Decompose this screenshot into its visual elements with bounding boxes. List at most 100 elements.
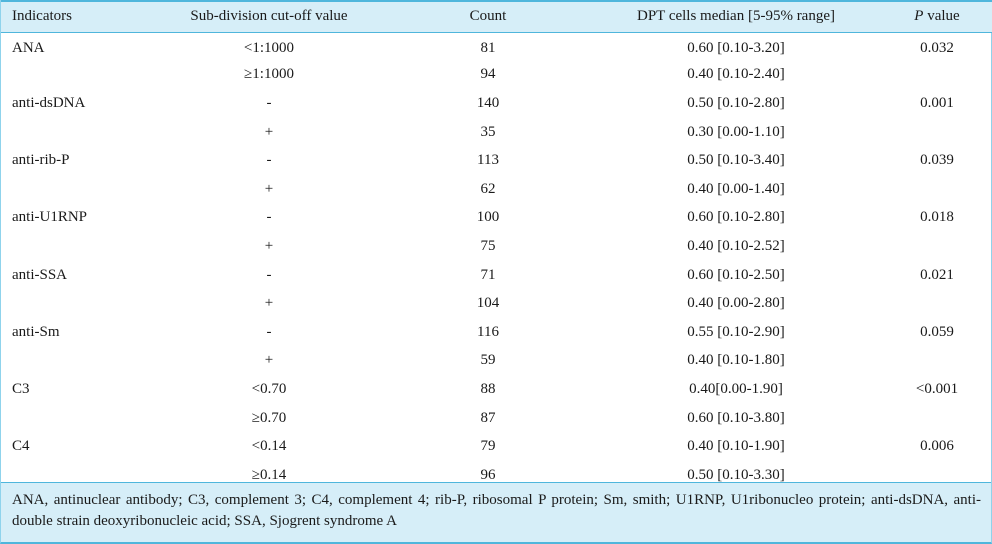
cell-p-value: <0.001	[915, 380, 959, 397]
cell-indicator	[1, 289, 162, 318]
header-median: DPT cells median [5-95% range]	[600, 0, 872, 33]
cell-count: 35	[480, 123, 496, 140]
cell-cutoff: +	[264, 295, 274, 312]
table-body: ANA <1:1000 81 0.60 [0.10-3.20] 0.032 ≥1:1000…	[1, 32, 992, 490]
cell-p-value	[872, 289, 992, 318]
table-row: anti-dsDNA - 140 0.50 [0.10-2.80] 0.001	[1, 89, 992, 118]
cell-median: 0.55 [0.10-2.90]	[687, 323, 785, 340]
cell-count: 71	[480, 266, 496, 283]
header-count: Count	[376, 0, 600, 33]
cell-median: 0.40 [0.10-1.90]	[687, 438, 785, 455]
table-row: +104 0.40 [0.00-2.80]	[1, 289, 992, 318]
cell-cutoff: ≥1:1000	[244, 66, 294, 83]
table-row: ≥0.70 87 0.60 [0.10-3.80]	[1, 404, 992, 433]
cell-p-value	[872, 175, 992, 204]
cell-count: 75	[480, 237, 496, 254]
cell-indicator: anti-U1RNP	[12, 209, 87, 226]
header-subdivision: Sub-division cut-off value	[162, 0, 376, 33]
cell-count: 113	[477, 152, 499, 169]
cell-p-value: 0.006	[920, 438, 954, 455]
table-row: C3 <0.70 88 0.40[0.00-1.90] <0.001	[1, 375, 992, 404]
table-row: ≥1:1000 94 0.40 [0.10-2.40]	[1, 61, 992, 90]
cell-indicator	[1, 118, 162, 147]
cell-p-value	[872, 61, 992, 90]
cell-count: 87	[480, 409, 496, 426]
cell-count: 116	[477, 323, 499, 340]
table-row: anti-U1RNP - 100 0.60 [0.10-2.80] 0.018	[1, 204, 992, 233]
cell-cutoff: -	[266, 152, 272, 169]
cell-count: 96	[480, 466, 496, 483]
cell-median: 0.60 [0.10-2.80]	[687, 209, 785, 226]
cell-median: 0.60 [0.10-2.50]	[687, 266, 785, 283]
header-p-letter: P	[914, 8, 924, 25]
cell-indicator: C3	[12, 380, 30, 397]
cell-cutoff: <0.70	[251, 380, 287, 397]
header-indicators: Indicators	[1, 0, 162, 33]
cell-indicator	[1, 61, 162, 90]
table-row: C4 <0.14 79 0.40 [0.10-1.90] 0.006	[1, 432, 992, 461]
table-header: Indicators Sub-division cut-off value Co…	[1, 0, 992, 33]
cell-indicator: ANA	[12, 39, 45, 56]
cell-median: 0.60 [0.10-3.20]	[687, 39, 785, 56]
table-row: ANA <1:1000 81 0.60 [0.10-3.20] 0.032	[1, 32, 992, 61]
header-p-value: P value	[872, 0, 992, 33]
table-row: +35 0.30 [0.00-1.10]	[1, 118, 992, 147]
table-row: anti-Sm - 116 0.55 [0.10-2.90] 0.059	[1, 318, 992, 347]
cell-median: 0.40 [0.10-2.40]	[687, 66, 785, 83]
table-row: anti-rib-P - 113 0.50 [0.10-3.40] 0.039	[1, 146, 992, 175]
cell-count: 94	[480, 66, 496, 83]
cell-indicator	[1, 232, 162, 261]
cell-median: 0.50 [0.10-2.80]	[687, 94, 785, 111]
table-row: anti-SSA - 71 0.60 [0.10-2.50] 0.021	[1, 261, 992, 290]
table-footnote: ANA, antinuclear antibody; C3, complemen…	[1, 482, 991, 542]
cell-p-value: 0.021	[920, 266, 954, 283]
cell-median: 0.40 [0.00-2.80]	[687, 295, 785, 312]
cell-indicator	[1, 175, 162, 204]
header-row: Indicators Sub-division cut-off value Co…	[1, 0, 992, 33]
table-row: +62 0.40 [0.00-1.40]	[1, 175, 992, 204]
cell-cutoff: -	[266, 266, 272, 283]
cell-count: 79	[480, 438, 496, 455]
cell-p-value	[872, 404, 992, 433]
cell-count: 104	[476, 295, 500, 312]
cell-count: 62	[480, 180, 496, 197]
cell-indicator	[1, 404, 162, 433]
cell-p-value	[872, 347, 992, 376]
results-table: Indicators Sub-division cut-off value Co…	[1, 0, 992, 490]
cell-p-value: 0.001	[920, 94, 954, 111]
cell-indicator: anti-dsDNA	[12, 94, 86, 111]
header-p-suffix: value	[923, 8, 960, 25]
cell-cutoff: +	[264, 123, 274, 140]
table-row: +75 0.40 [0.10-2.52]	[1, 232, 992, 261]
cell-median: 0.30 [0.00-1.10]	[687, 123, 785, 140]
cell-p-value	[872, 232, 992, 261]
cell-median: 0.50 [0.10-3.30]	[687, 466, 785, 483]
cell-count: 59	[480, 352, 496, 369]
cell-p-value	[872, 118, 992, 147]
cell-cutoff: +	[264, 237, 274, 254]
cell-p-value: 0.018	[920, 209, 954, 226]
cell-indicator: anti-SSA	[12, 266, 68, 283]
cell-cutoff: -	[266, 94, 272, 111]
cell-p-value: 0.039	[920, 152, 954, 169]
cell-p-value: 0.059	[920, 323, 954, 340]
cell-p-value: 0.032	[920, 39, 954, 56]
cell-cutoff: -	[266, 209, 272, 226]
cell-cutoff: ≥0.70	[251, 409, 287, 426]
cell-median: 0.60 [0.10-3.80]	[687, 409, 785, 426]
cell-cutoff: <1:1000	[243, 39, 295, 56]
cell-count: 140	[476, 94, 500, 111]
table-row: +59 0.40 [0.10-1.80]	[1, 347, 992, 376]
cell-indicator	[1, 347, 162, 376]
cell-count: 81	[480, 39, 496, 56]
cell-median: 0.40 [0.00-1.40]	[687, 180, 785, 197]
cell-indicator: C4	[12, 438, 30, 455]
table-row: ≥0.14 96 0.50 [0.10-3.30]	[1, 461, 992, 490]
cell-indicator: anti-Sm	[12, 323, 60, 340]
cell-median: 0.40[0.00-1.90]	[689, 380, 783, 397]
cell-count: 100	[476, 209, 500, 226]
cell-cutoff: <0.14	[251, 438, 287, 455]
cell-indicator: anti-rib-P	[12, 152, 70, 169]
cell-cutoff: +	[264, 352, 274, 369]
